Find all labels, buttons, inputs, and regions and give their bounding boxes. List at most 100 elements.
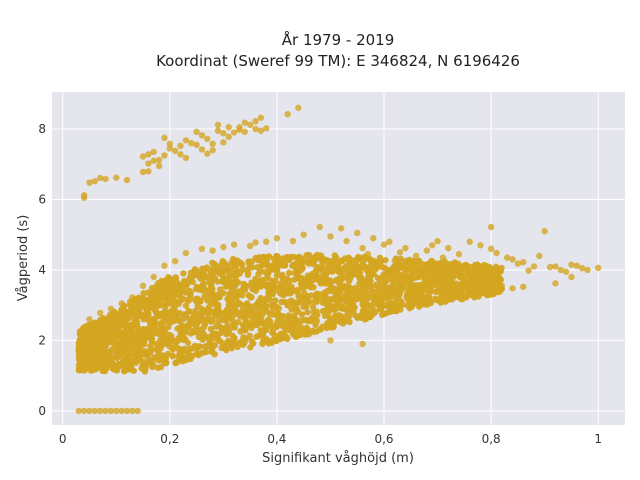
data-point — [225, 133, 232, 140]
data-point — [446, 296, 454, 303]
data-point — [328, 324, 335, 331]
data-point — [402, 244, 409, 252]
data-point — [209, 146, 216, 154]
data-point — [102, 407, 109, 415]
data-point — [530, 263, 538, 270]
data-point — [95, 333, 103, 340]
data-point — [216, 293, 223, 301]
data-point — [123, 176, 131, 184]
data-point — [132, 355, 140, 362]
data-point — [347, 307, 355, 315]
data-point — [406, 304, 413, 312]
data-point — [509, 256, 516, 263]
data-point — [80, 192, 88, 199]
data-point — [509, 285, 516, 292]
data-point — [243, 318, 250, 326]
data-point — [113, 407, 120, 415]
data-point — [361, 288, 368, 296]
data-point — [225, 124, 232, 131]
data-point — [295, 293, 302, 300]
data-point — [236, 124, 243, 131]
data-point — [219, 258, 226, 265]
data-point — [250, 311, 257, 319]
data-point — [198, 132, 206, 139]
data-point — [231, 324, 239, 331]
data-point — [214, 121, 222, 128]
data-point — [149, 363, 156, 371]
data-point — [231, 259, 239, 266]
data-point — [381, 302, 388, 309]
data-point — [326, 315, 334, 323]
data-point — [370, 271, 378, 278]
data-point — [262, 303, 270, 310]
data-point — [337, 225, 345, 232]
data-point — [279, 255, 286, 262]
data-point — [312, 321, 319, 329]
data-point — [466, 282, 473, 290]
data-point — [409, 297, 417, 304]
data-point — [179, 295, 187, 303]
data-point — [284, 280, 291, 287]
data-point — [230, 337, 237, 344]
data-point — [379, 264, 387, 271]
data-point — [155, 156, 163, 164]
data-point — [343, 312, 350, 320]
data-point — [314, 293, 321, 301]
x-tick-label: 0,8 — [482, 432, 501, 446]
data-point — [182, 249, 190, 257]
data-point — [284, 302, 291, 309]
data-point — [97, 407, 104, 415]
data-point — [121, 336, 128, 344]
data-point — [273, 235, 281, 242]
data-point — [257, 114, 265, 121]
data-point — [244, 301, 251, 308]
data-point — [363, 309, 370, 317]
data-point — [150, 157, 157, 164]
data-point — [230, 241, 238, 248]
data-point — [191, 296, 199, 303]
data-point — [468, 276, 475, 283]
data-point — [290, 321, 297, 329]
data-point — [210, 330, 217, 337]
data-point — [455, 250, 463, 258]
data-point — [284, 111, 291, 118]
data-point — [187, 330, 194, 337]
data-point — [285, 269, 293, 276]
data-point — [161, 152, 168, 159]
data-point — [164, 309, 171, 317]
data-point — [546, 263, 554, 271]
data-point — [335, 312, 343, 319]
data-point — [214, 127, 222, 134]
data-point — [294, 287, 302, 295]
data-point — [118, 407, 125, 415]
data-point — [180, 270, 187, 277]
data-point — [162, 276, 170, 284]
data-point — [75, 343, 82, 350]
data-point — [386, 293, 393, 300]
data-point — [241, 338, 248, 346]
data-point — [132, 307, 139, 315]
data-point — [107, 305, 115, 312]
data-point — [113, 174, 120, 181]
data-point — [254, 321, 261, 329]
data-point — [122, 313, 130, 320]
data-point — [279, 273, 286, 281]
data-point — [106, 338, 114, 345]
data-point — [138, 365, 145, 372]
data-point — [145, 160, 152, 167]
data-point — [300, 231, 307, 238]
data-point — [171, 257, 179, 265]
data-point — [343, 237, 350, 245]
data-point — [268, 301, 275, 309]
data-points — [75, 104, 602, 415]
data-point — [176, 283, 183, 291]
data-point — [489, 283, 496, 290]
data-point — [170, 297, 178, 304]
data-point — [198, 245, 206, 253]
data-point — [321, 312, 329, 320]
data-point — [246, 242, 254, 250]
data-point — [278, 298, 285, 306]
data-point — [363, 315, 370, 323]
data-point — [474, 261, 481, 268]
data-point — [264, 308, 271, 315]
